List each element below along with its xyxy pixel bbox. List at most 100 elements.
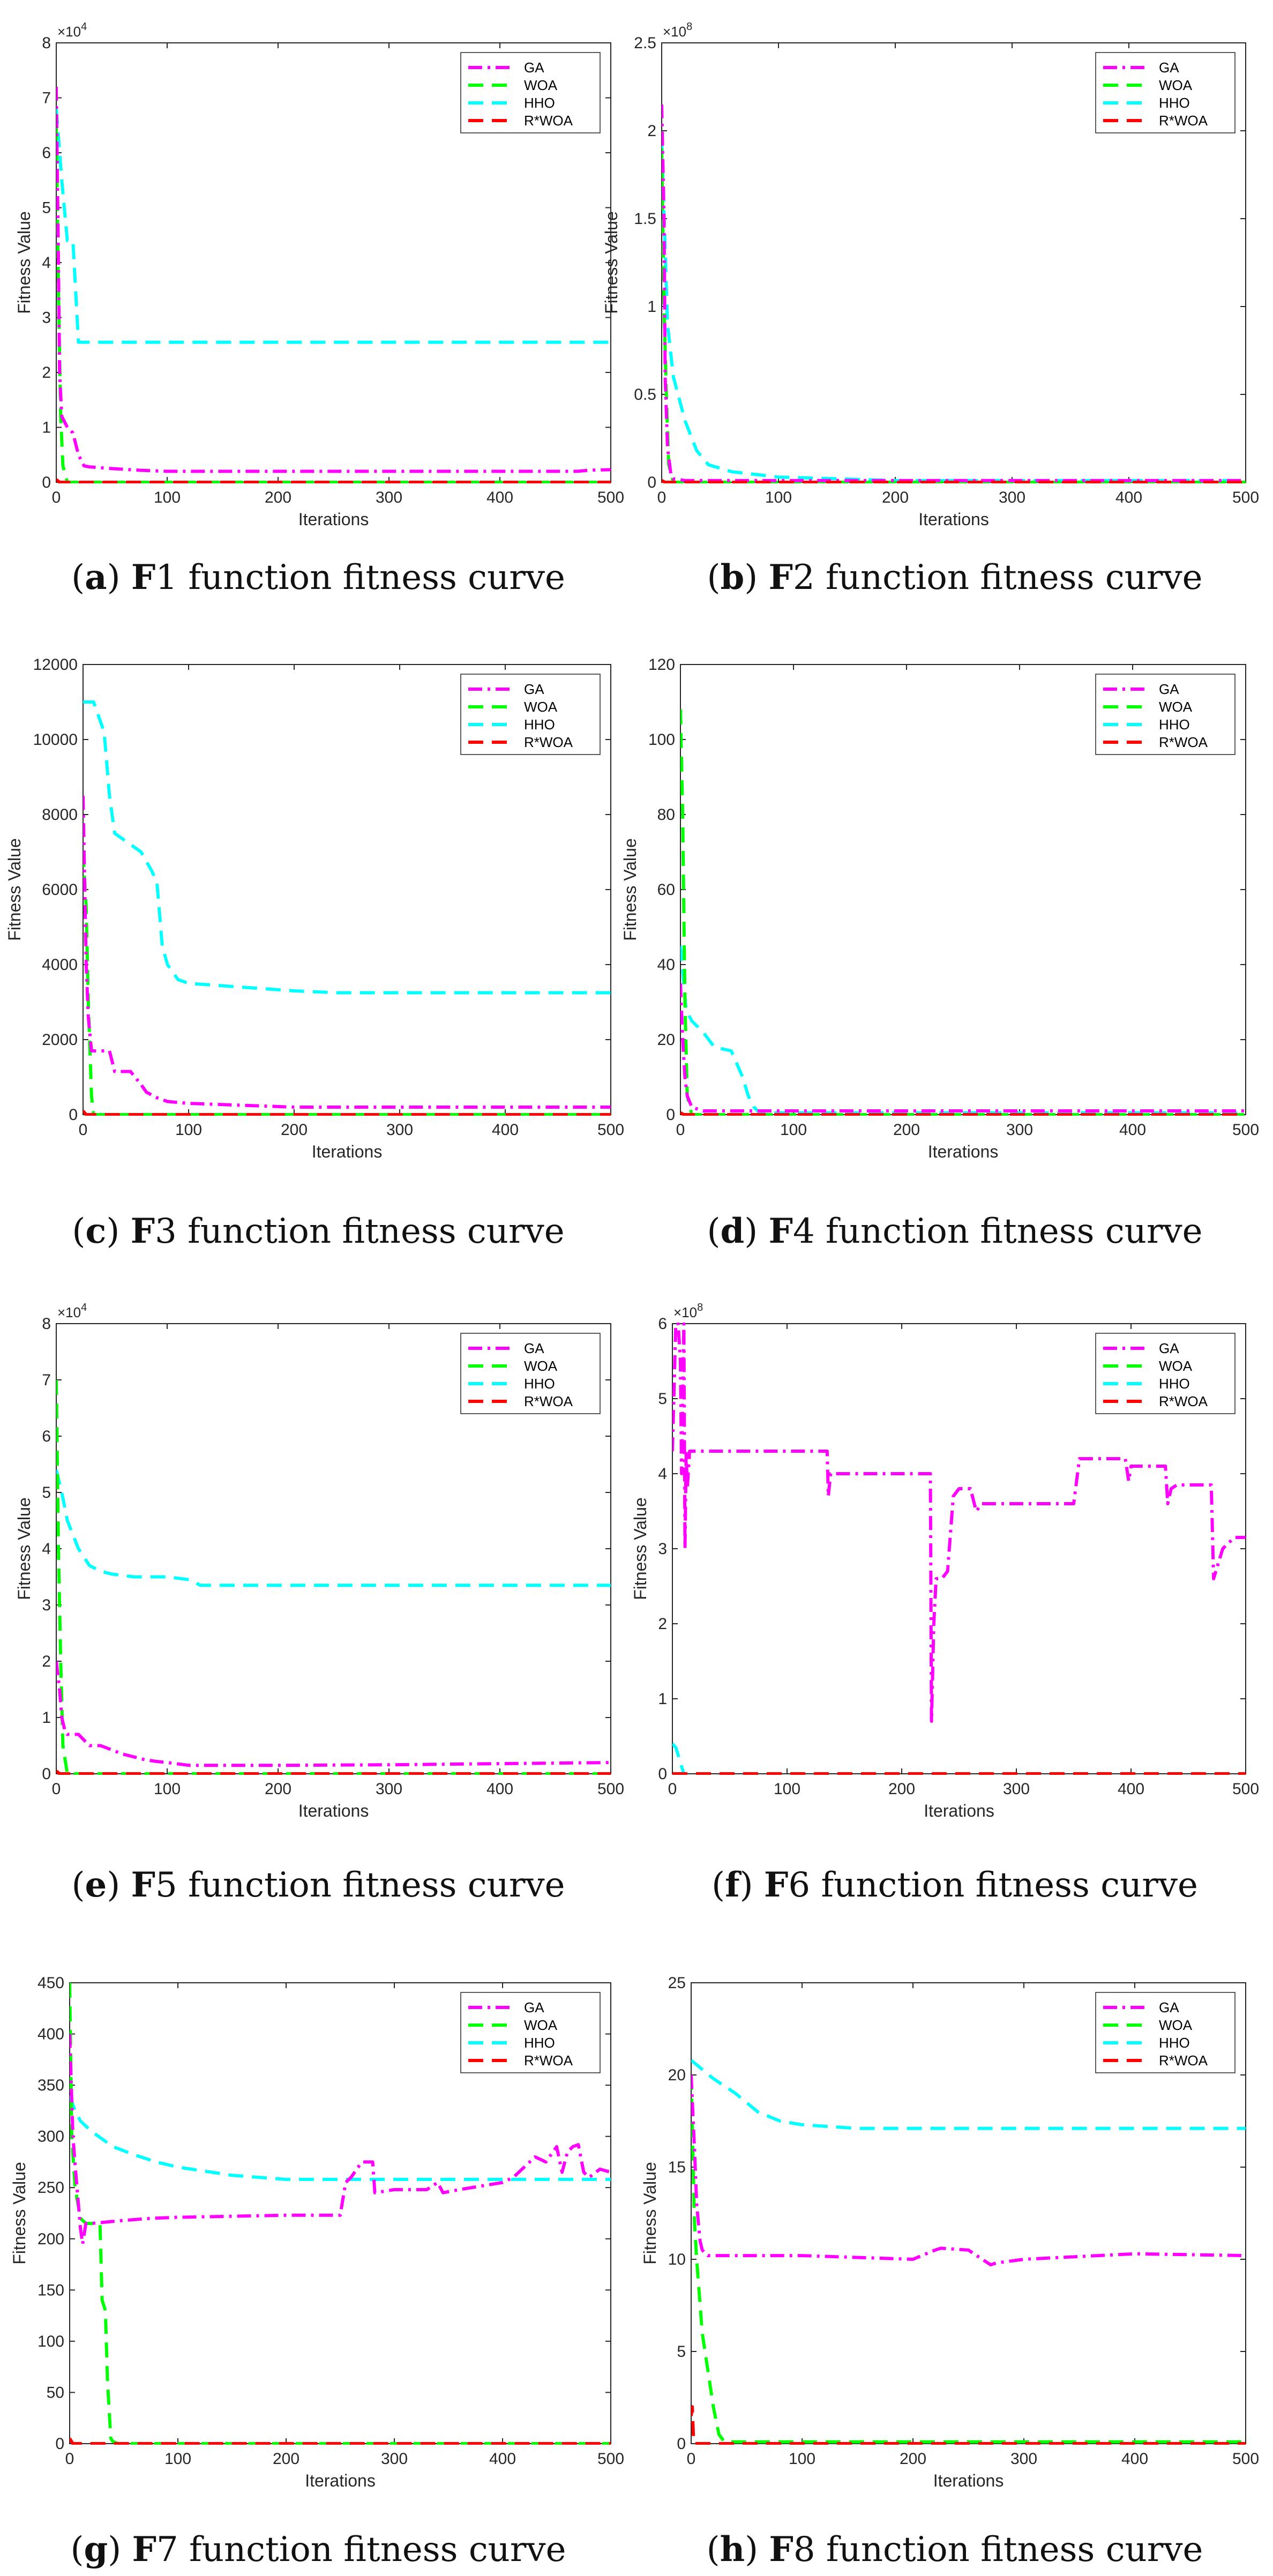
y-multiplier: ×104 [57,21,87,40]
caption-d: (d) F4 function fitness curve [707,1211,1203,1251]
x-tick-label: 500 [597,2450,624,2468]
y-axis-label: Fitness Value [14,1497,34,1600]
x-tick-label: 0 [52,1780,61,1798]
legend-label: WOA [524,1358,558,1374]
x-tick-label: 100 [765,489,792,506]
x-axis-label: Iterations [928,1142,999,1161]
x-tick-label: 300 [376,489,402,506]
y-tick-label: 1 [658,1690,667,1708]
legend-label: WOA [524,77,558,93]
x-tick-label: 300 [376,1780,402,1798]
legend-label: HHO [1159,1376,1190,1392]
chart-c: 0 100 200 300 400 500 0 2000 4000 6000 8000 10000 12… [5,656,624,1161]
x-axis-label: Iterations [298,1801,369,1820]
y-tick-label: 40 [657,956,675,974]
x-tick-label: 500 [597,1121,624,1139]
y-tick-label: 2 [647,122,656,140]
y-tick-label: 4 [658,1465,667,1483]
y-tick-label: 20 [657,1031,675,1049]
x-tick-label: 0 [65,2450,74,2468]
x-tick-label: 400 [1121,2450,1148,2468]
caption-text: 4 function fitness curve [792,1212,1203,1251]
series-line-woa [662,148,1246,483]
caption-letter: b [720,557,745,598]
caption-function: F [768,1211,793,1251]
x-axis-label: Iterations [924,1801,994,1820]
x-tick-label: 500 [1232,1121,1259,1139]
caption-text: 2 function fitness curve [792,558,1203,598]
legend-box [1095,1333,1235,1414]
y-tick-label: 3 [42,309,51,327]
x-tick-label: 100 [789,2450,815,2468]
caption-letter: h [720,2529,745,2570]
y-multiplier: ×104 [57,1302,87,1320]
x-axis-label: Iterations [298,510,369,529]
x-tick-label: 200 [265,489,291,506]
y-tick-label: 2.5 [634,34,656,52]
series-line-woa [83,852,611,1116]
y-multiplier: ×108 [663,21,692,40]
x-tick-label: 300 [381,2450,408,2468]
x-tick-label: 300 [1003,1780,1030,1798]
series-line-hho [70,2095,611,2181]
chart-b: 0 100 200 300 400 500 0 0.5 1 1.5 2 2.5 ×108 Iteratio… [602,21,1259,529]
y-tick-label: 350 [38,2077,64,2094]
y-tick-label: 0 [647,474,656,491]
caption-letter: c [85,1211,107,1251]
y-axis-label: Fitness Value [640,2162,660,2265]
y-tick-label: 6000 [42,881,78,899]
y-tick-label: 2 [658,1615,667,1633]
y-tick-label: 60 [657,881,675,899]
series-line-hho [83,700,611,995]
x-axis-label: Iterations [305,2471,376,2490]
y-tick-label: 1 [42,419,51,437]
y-axis-label: Fitness Value [14,211,34,314]
x-tick-label: 500 [597,1780,624,1798]
series-line-woa [691,2074,1246,2444]
series-line-ga [691,2074,1246,2267]
caption-function: F [132,2529,156,2570]
legend-label: HHO [524,95,555,111]
legend-label: R*WOA [524,734,573,750]
legend-label: GA [524,1340,544,1356]
y-tick-label: 6 [42,144,51,162]
x-tick-label: 300 [1006,1121,1033,1139]
chart-a: 0 100 200 300 400 500 0 1 2 3 4 5 6 7 8 ×104 Iterations F… [14,21,624,529]
legend-label: R*WOA [524,1393,573,1409]
y-tick-label: 7 [42,1371,51,1389]
legend-label: R*WOA [1159,1393,1208,1409]
x-tick-label: 400 [1115,489,1142,506]
y-tick-label: 15 [668,2159,686,2176]
y-tick-label: 6 [42,1428,51,1445]
x-tick-label: 100 [175,1121,202,1139]
series-line-hho [680,945,1246,1115]
y-tick-label: 300 [38,2128,64,2146]
y-multiplier: ×108 [673,1302,703,1320]
series-line-hho [691,2059,1246,2130]
y-tick-label: 2 [42,1653,51,1670]
legend-label: GA [1159,681,1179,697]
legend-label: WOA [524,2017,558,2033]
series-line-rstarwoa [56,1769,611,1775]
y-tick-label: 0 [69,1106,78,1124]
y-tick-label: 3 [42,1596,51,1614]
series-line-ga [680,983,1246,1112]
caption-f: (f) F6 function fitness curve [712,1865,1198,1905]
legend-label: WOA [1159,77,1193,93]
chart-e: 0 100 200 300 400 500 0 1 2 3 4 5 6 7 8 ×104 Iterations F… [14,1302,624,1820]
legend-label: WOA [1159,2017,1193,2033]
series-line-ga [83,795,611,1109]
x-tick-label: 100 [154,1780,181,1798]
y-tick-label: 10000 [33,731,78,749]
caption-function: F [763,1865,789,1905]
legend-label: R*WOA [1159,113,1208,129]
y-tick-label: 20 [668,2066,686,2084]
legend-label: R*WOA [1159,2052,1208,2069]
caption-function: F [769,2529,793,2570]
x-tick-label: 300 [999,489,1025,506]
caption-e: (e) F5 function fitness curve [71,1865,565,1905]
legend-label: HHO [1159,2035,1190,2051]
caption-letter: d [720,1211,745,1251]
legend-label: GA [1159,1340,1179,1356]
y-tick-label: 0 [42,1765,51,1783]
